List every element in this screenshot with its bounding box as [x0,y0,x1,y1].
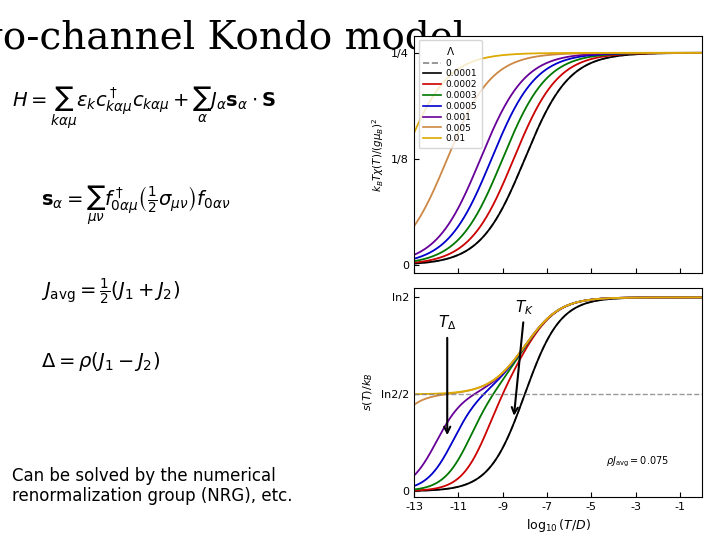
0.0002 [636,50,645,57]
0.0005 [542,66,551,72]
0.005 [689,50,698,56]
0.0005 [424,250,433,256]
0 [689,50,698,56]
0.0003 [410,258,418,265]
0.01 [424,100,433,106]
0.001 [410,252,418,258]
0.0003 [689,50,698,56]
Line: 0.005: 0.005 [414,53,702,226]
0.0002 [689,50,698,56]
0.01 [549,50,558,56]
Line: 0: 0 [414,53,702,264]
Text: $H = \sum_{k\alpha\mu} \epsilon_k c^\dagger_{k\alpha\mu} c_{k\alpha\mu} + \sum_\: $H = \sum_{k\alpha\mu} \epsilon_k c^\dag… [12,85,276,131]
0.0001 [542,107,551,114]
Line: 0.0002: 0.0002 [414,53,702,262]
0.005 [689,50,698,56]
0.01 [698,50,706,56]
Text: $\rho J_{\mathrm{avg}}=0.075$: $\rho J_{\mathrm{avg}}=0.075$ [606,455,669,469]
0.005 [410,223,418,230]
0 [698,50,706,56]
0 [689,50,698,56]
0 [549,94,558,101]
Line: 0.0005: 0.0005 [414,53,702,259]
0 [636,51,645,57]
Text: $\mathbf{s}_\alpha = \sum_{\mu\nu} f^\dagger_{0\alpha\mu} \left(\frac{1}{2}\sigm: $\mathbf{s}_\alpha = \sum_{\mu\nu} f^\da… [41,184,230,227]
0.0002 [698,50,706,56]
0.005 [698,50,706,56]
0.0001 [410,260,418,267]
0.001 [689,50,698,56]
0.0005 [689,50,698,56]
0.0003 [542,76,551,82]
0.0003 [636,50,645,57]
0.0003 [689,50,698,56]
Text: $\Delta = \rho(J_1 - J_2)$: $\Delta = \rho(J_1 - J_2)$ [41,350,160,373]
0.0002 [689,50,698,56]
0.001 [689,50,698,56]
0.0001 [636,51,645,57]
Text: Can be solved by the numerical
renormalization group (NRG), etc.: Can be solved by the numerical renormali… [12,467,293,505]
Line: 0.01: 0.01 [414,53,702,133]
0.0005 [410,255,418,262]
0.0001 [689,50,698,56]
0.0003 [424,254,433,261]
Text: $J_{\mathrm{avg}} = \frac{1}{2}(J_1 + J_2)$: $J_{\mathrm{avg}} = \frac{1}{2}(J_1 + J_… [41,276,180,307]
0.001 [549,57,558,64]
0.0005 [636,50,645,56]
0.0002 [542,89,551,96]
0.0002 [424,257,433,264]
0.0005 [689,50,698,56]
0.0002 [410,259,418,266]
Legend: 0, 0.0001, 0.0002, 0.0003, 0.0005, 0.001, 0.005, 0.01: 0, 0.0001, 0.0002, 0.0003, 0.0005, 0.001… [418,40,482,148]
0.0005 [698,50,706,56]
0.01 [542,50,551,56]
0.001 [542,60,551,66]
Line: 0.0001: 0.0001 [414,53,702,264]
0.005 [549,51,558,58]
X-axis label: $\log_{10}(T/D)$: $\log_{10}(T/D)$ [526,517,590,534]
0.0005 [549,62,558,68]
0.01 [410,130,418,136]
0.0002 [549,79,558,86]
0.005 [424,198,433,204]
0.001 [424,243,433,249]
Line: 0.001: 0.001 [414,53,702,255]
0.01 [689,50,698,56]
Y-axis label: $k_B T\chi(T)/(g\mu_B)^2$: $k_B T\chi(T)/(g\mu_B)^2$ [370,118,386,192]
0.01 [689,50,698,56]
Text: $T_\Delta$: $T_\Delta$ [438,314,456,433]
0.0001 [689,50,698,56]
0.0003 [549,69,558,75]
0.001 [698,50,706,56]
Text: Two-channel Kondo model: Two-channel Kondo model [0,19,465,56]
0.001 [636,50,645,56]
Y-axis label: $s(T)/k_B$: $s(T)/k_B$ [361,373,375,411]
Text: $T_K$: $T_K$ [512,298,534,414]
0.0001 [424,259,433,266]
0.005 [636,50,645,56]
0.0001 [549,94,558,101]
0.01 [636,50,645,56]
0 [542,107,551,114]
0 [424,259,433,266]
0.0003 [698,50,706,56]
0.0001 [698,50,706,56]
Line: 0.0003: 0.0003 [414,53,702,261]
0.005 [542,52,551,58]
0 [410,260,418,267]
